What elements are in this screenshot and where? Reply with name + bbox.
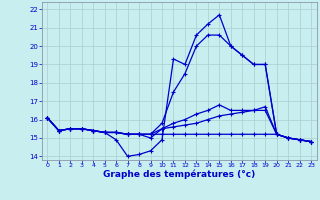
X-axis label: Graphe des températures (°c): Graphe des températures (°c) xyxy=(103,170,255,179)
